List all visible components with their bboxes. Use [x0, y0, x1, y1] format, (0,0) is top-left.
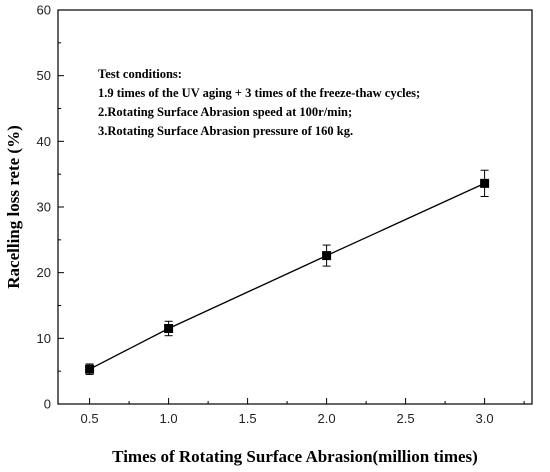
- x-tick-label: 1.5: [239, 411, 257, 426]
- data-point: [85, 364, 95, 374]
- y-tick-label: 0: [44, 397, 51, 412]
- x-tick-label: 2.0: [318, 411, 336, 426]
- x-tick-label: 1.0: [160, 411, 178, 426]
- data-point: [164, 323, 174, 333]
- x-axis-ticks: 0.5 1.0 1.5 2.0 2.5 3.0: [81, 398, 525, 426]
- y-tick-label: 30: [37, 200, 51, 215]
- y-tick-label: 40: [37, 134, 51, 149]
- x-tick-label: 3.0: [476, 411, 494, 426]
- annotation-line-4: 3.Rotating Surface Abrasion pressure of …: [98, 124, 353, 138]
- y-tick-label: 20: [37, 265, 51, 280]
- x-tick-label: 0.5: [81, 411, 99, 426]
- annotation-line-2: 1.9 times of the UV aging + 3 times of t…: [98, 86, 420, 100]
- y-tick-label: 10: [37, 331, 51, 346]
- series-line: [89, 182, 485, 370]
- y-axis-ticks: 0 10 20 30 40 50 60: [37, 3, 64, 412]
- x-axis-title: Times of Rotating Surface Abrasion(milli…: [112, 447, 478, 466]
- y-tick-label: 60: [37, 3, 51, 18]
- x-tick-label: 2.5: [397, 411, 415, 426]
- annotation-line-3: 2.Rotating Surface Abrasion speed at 100…: [98, 105, 352, 119]
- annotation-line-1: Test conditions:: [98, 67, 182, 81]
- y-tick-label: 50: [37, 68, 51, 83]
- data-point: [480, 178, 490, 188]
- series-group: [85, 169, 490, 375]
- data-point: [322, 251, 332, 261]
- test-conditions-annotation: Test conditions: 1.9 times of the UV agi…: [98, 67, 420, 138]
- y-axis-title: Racelling loss rete (%): [4, 125, 23, 289]
